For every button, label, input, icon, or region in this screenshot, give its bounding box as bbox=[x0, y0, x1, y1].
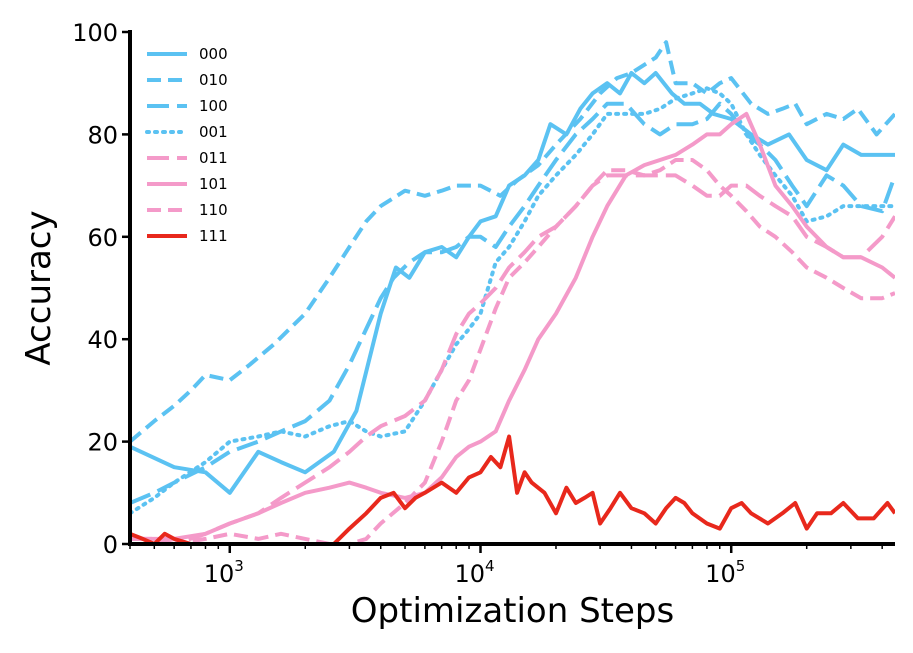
x-tick-label: 103 bbox=[204, 557, 244, 588]
y-tick-label: 60 bbox=[87, 224, 118, 252]
axes: 0 20 40 60 80 100 103 104 105 bbox=[72, 19, 895, 588]
legend-label-111: 111 bbox=[199, 227, 228, 245]
series-line-100 bbox=[130, 101, 895, 505]
series-line-011 bbox=[130, 173, 895, 546]
series-line-101 bbox=[130, 111, 895, 541]
legend-label-010: 010 bbox=[199, 71, 228, 89]
series-line-110 bbox=[130, 158, 895, 546]
y-tick-label: 80 bbox=[87, 121, 118, 149]
legend-label-101: 101 bbox=[199, 175, 228, 193]
y-tick-label: 0 bbox=[103, 531, 118, 559]
legend-label-000: 000 bbox=[199, 45, 228, 63]
y-axis-title: Accuracy bbox=[19, 210, 59, 365]
legend-label-011: 011 bbox=[199, 149, 228, 167]
y-tick-label: 20 bbox=[87, 429, 118, 457]
x-axis-title: Optimization Steps bbox=[351, 591, 674, 631]
y-tick-label: 40 bbox=[87, 326, 118, 354]
series-line-010 bbox=[130, 40, 895, 444]
legend-label-001: 001 bbox=[199, 123, 228, 141]
series-lines bbox=[130, 40, 895, 546]
y-tick-label: 100 bbox=[72, 19, 118, 47]
legend-label-110: 110 bbox=[199, 201, 228, 219]
series-line-000 bbox=[130, 71, 895, 495]
legend-label-100: 100 bbox=[199, 97, 228, 115]
legend: 000 010 100 001 011 101 110 111 bbox=[145, 45, 228, 245]
series-line-001 bbox=[130, 86, 895, 516]
series-line-111 bbox=[130, 434, 895, 546]
x-tick-label: 105 bbox=[705, 557, 745, 588]
x-tick-label: 104 bbox=[454, 557, 494, 588]
